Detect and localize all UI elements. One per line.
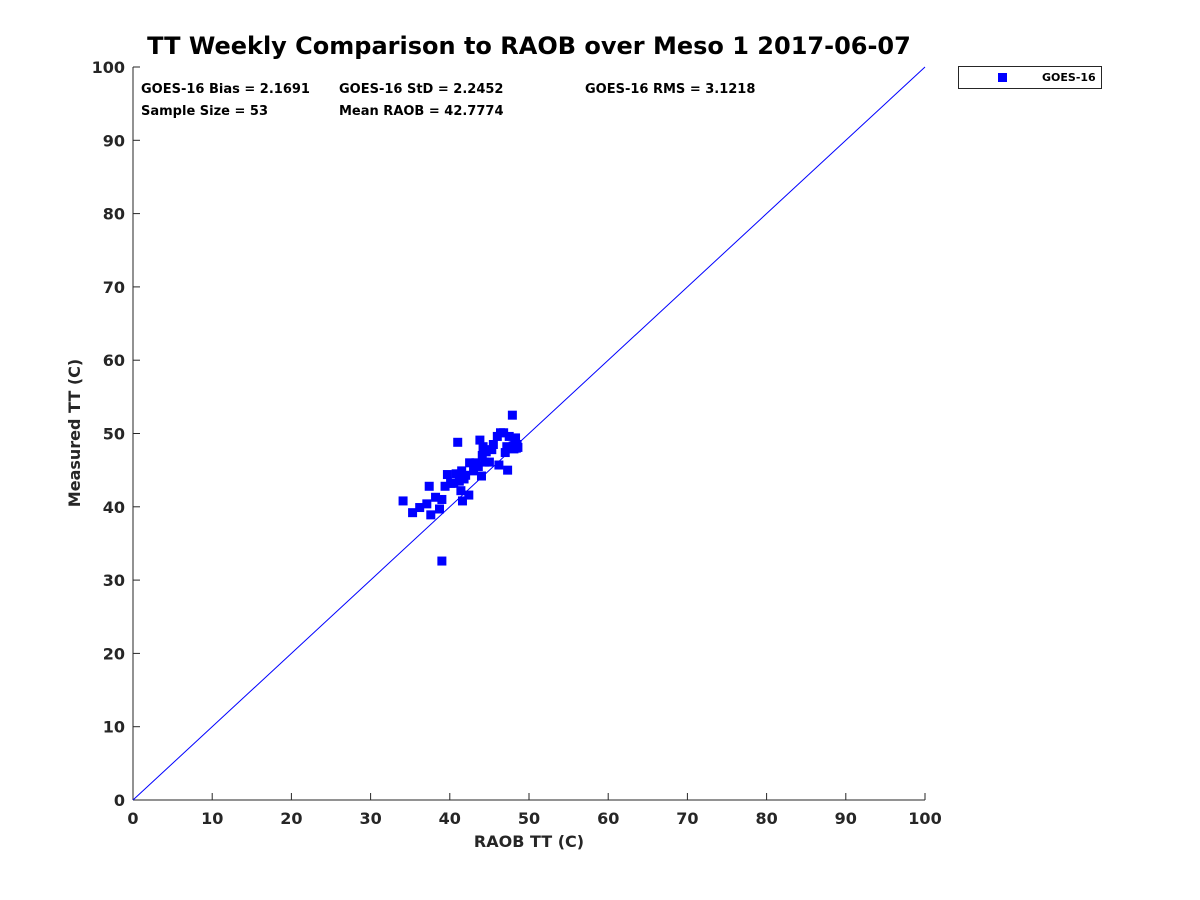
y-tick-label: 70 bbox=[103, 278, 125, 297]
data-point bbox=[424, 481, 434, 491]
stat-bias: GOES-16 Bias = 2.1691 bbox=[141, 82, 310, 97]
stat-rms: GOES-16 RMS = 3.1218 bbox=[585, 82, 755, 97]
data-point bbox=[465, 458, 475, 468]
data-point bbox=[431, 492, 441, 502]
data-point bbox=[499, 428, 509, 438]
data-point bbox=[500, 448, 510, 458]
data-point bbox=[476, 471, 486, 481]
data-point bbox=[408, 508, 418, 518]
x-tick-label: 0 bbox=[127, 809, 138, 828]
y-ticks: 0 10 20 30 40 50 60 70 80 90 100 bbox=[92, 58, 140, 810]
y-tick-label: 20 bbox=[103, 644, 125, 663]
data-point bbox=[473, 461, 483, 471]
data-point bbox=[454, 476, 464, 486]
data-point bbox=[478, 442, 488, 452]
stats-annotations: GOES-16 Bias = 2.1691 GOES-16 StD = 2.24… bbox=[141, 82, 755, 119]
x-tick-label: 20 bbox=[280, 809, 302, 828]
x-tick-label: 50 bbox=[518, 809, 540, 828]
y-axis-label: Measured TT (C) bbox=[65, 359, 84, 507]
data-point bbox=[449, 478, 459, 488]
x-tick-label: 40 bbox=[439, 809, 461, 828]
data-point bbox=[453, 437, 463, 447]
data-series-goes16 bbox=[398, 410, 523, 566]
data-point bbox=[426, 510, 436, 520]
data-point bbox=[398, 496, 408, 506]
y-tick-label: 30 bbox=[103, 571, 125, 590]
x-tick-label: 60 bbox=[597, 809, 619, 828]
stat-std: GOES-16 StD = 2.2452 bbox=[339, 82, 503, 97]
y-tick-label: 60 bbox=[103, 351, 125, 370]
legend-box bbox=[958, 66, 1102, 89]
data-point bbox=[513, 442, 523, 452]
y-tick-label: 80 bbox=[103, 205, 125, 224]
data-point bbox=[435, 504, 445, 514]
x-tick-label: 10 bbox=[201, 809, 223, 828]
data-point bbox=[451, 469, 461, 479]
data-point bbox=[507, 410, 517, 420]
data-point bbox=[437, 556, 447, 566]
legend: GOES-16 bbox=[958, 66, 1102, 89]
x-tick-label: 80 bbox=[755, 809, 777, 828]
data-point bbox=[511, 433, 521, 443]
data-point bbox=[440, 481, 450, 491]
data-point bbox=[484, 457, 494, 467]
data-point bbox=[494, 460, 504, 470]
data-point bbox=[503, 465, 513, 475]
y-tick-label: 90 bbox=[103, 131, 125, 150]
chart-title: TT Weekly Comparison to RAOB over Meso 1… bbox=[147, 32, 911, 60]
data-point bbox=[457, 496, 467, 506]
data-point bbox=[487, 445, 497, 455]
data-point bbox=[475, 435, 485, 445]
data-point bbox=[461, 470, 471, 480]
y-tick-label: 40 bbox=[103, 498, 125, 517]
data-point bbox=[437, 494, 447, 504]
identity-reference-line bbox=[132, 66, 926, 801]
x-tick-label: 30 bbox=[359, 809, 381, 828]
data-point bbox=[469, 466, 479, 476]
legend-marker-square bbox=[998, 73, 1007, 82]
data-point bbox=[464, 490, 474, 500]
data-point bbox=[456, 486, 466, 496]
data-point bbox=[415, 503, 425, 513]
x-ticks: 0 10 20 30 40 50 60 70 80 90 100 bbox=[127, 793, 942, 828]
y-tick-label: 10 bbox=[103, 718, 125, 737]
legend-label-goes16: GOES-16 bbox=[1042, 71, 1096, 84]
y-tick-label: 0 bbox=[114, 791, 125, 810]
x-tick-label: 90 bbox=[835, 809, 857, 828]
data-point bbox=[488, 439, 498, 449]
stat-sample-size: Sample Size = 53 bbox=[141, 104, 268, 119]
y-tick-label: 100 bbox=[92, 58, 125, 77]
data-point bbox=[481, 447, 491, 457]
data-point bbox=[422, 499, 432, 509]
x-tick-label: 70 bbox=[676, 809, 698, 828]
data-point bbox=[504, 431, 514, 441]
data-point bbox=[480, 457, 490, 467]
y-tick-label: 50 bbox=[103, 425, 125, 444]
data-point bbox=[442, 470, 452, 480]
x-tick-label: 100 bbox=[908, 809, 941, 828]
x-axis-label: RAOB TT (C) bbox=[474, 832, 584, 851]
stat-mean-raob: Mean RAOB = 42.7774 bbox=[339, 104, 504, 119]
